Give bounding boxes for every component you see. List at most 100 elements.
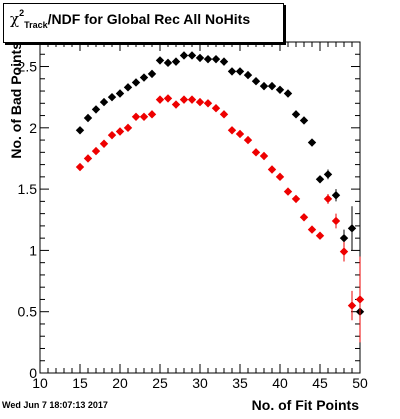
data-point — [179, 51, 189, 60]
data-point — [155, 95, 165, 104]
data-point — [291, 194, 301, 204]
data-point — [99, 97, 109, 107]
data-point — [187, 51, 197, 60]
data-point — [259, 81, 269, 91]
data-point — [75, 126, 85, 135]
data-point — [179, 95, 189, 104]
data-point — [355, 295, 365, 304]
y-tick-label: 2 — [29, 120, 37, 136]
data-point — [163, 94, 173, 103]
data-point — [323, 194, 333, 204]
data-point — [307, 225, 317, 234]
data-point — [219, 57, 229, 66]
data-point — [283, 187, 293, 196]
data-point — [83, 113, 93, 123]
data-point — [187, 95, 197, 104]
title-subscript: Track — [24, 19, 48, 30]
data-point — [171, 57, 181, 66]
data-point — [171, 100, 181, 109]
data-point — [259, 151, 269, 161]
series-0 — [75, 51, 365, 324]
data-point — [283, 89, 293, 98]
data-point — [107, 130, 117, 140]
y-tick-label: 0.5 — [18, 304, 38, 320]
data-point — [91, 146, 101, 156]
chart-title: χ2Track/NDF for Global Rec All NoHits — [10, 8, 251, 30]
x-axis-label: No. of Fit Points — [252, 397, 360, 413]
data-point — [243, 70, 253, 80]
title-symbol: χ — [10, 10, 20, 28]
data-point — [331, 191, 341, 200]
data-point — [139, 112, 149, 121]
y-tick-label: 2.5 — [18, 59, 38, 75]
x-tick-label: 40 — [272, 375, 288, 391]
data-point — [139, 73, 149, 82]
data-point — [83, 154, 93, 163]
data-point — [91, 105, 101, 114]
data-point — [307, 138, 317, 147]
data-point — [323, 170, 333, 179]
data-point — [331, 216, 341, 226]
data-layer — [75, 51, 365, 343]
data-point — [275, 172, 285, 182]
y-axis-label: No. of Bad Points — [8, 42, 24, 159]
data-point — [147, 110, 157, 119]
x-tick-label: 10 — [32, 375, 48, 391]
series-1 — [75, 94, 365, 343]
data-point — [107, 92, 117, 102]
y-tick-label: 1 — [29, 242, 37, 258]
data-point — [203, 54, 213, 64]
data-point — [339, 247, 349, 256]
data-point — [123, 83, 133, 92]
x-tick-label: 30 — [192, 375, 208, 391]
data-point — [227, 67, 237, 76]
data-point — [163, 58, 173, 68]
data-point — [299, 213, 309, 222]
data-point — [131, 112, 141, 121]
x-tick-label: 50 — [352, 375, 368, 391]
title-superscript: 2 — [19, 8, 25, 19]
x-tick-label: 45 — [312, 375, 328, 391]
data-point — [299, 116, 309, 125]
data-point — [75, 162, 85, 172]
data-point — [131, 78, 141, 87]
x-tick-label: 25 — [152, 375, 168, 391]
data-point — [251, 148, 261, 157]
data-point — [235, 67, 245, 76]
data-point — [339, 233, 349, 243]
data-point — [155, 56, 165, 65]
plot-frame — [39, 41, 361, 374]
data-point — [123, 123, 133, 133]
timestamp: Wed Jun 7 18:07:13 2017 — [2, 400, 108, 410]
data-point — [203, 99, 213, 108]
x-tick-label: 20 — [112, 375, 128, 391]
axes-layer: 10 15 20 25 30 35 40 45 50 0 0.5 1 1.5 2 2.5 — [18, 41, 368, 391]
y-tick-label: 1.5 — [18, 181, 38, 197]
data-point — [219, 110, 229, 119]
data-point — [291, 110, 301, 119]
data-point — [315, 231, 325, 240]
y-tick-label: 0 — [29, 365, 37, 381]
data-point — [147, 69, 157, 79]
data-point — [115, 127, 125, 136]
title-box: χ2Track/NDF for Global Rec All NoHits — [3, 3, 284, 43]
x-tick-label: 35 — [232, 375, 248, 391]
title-rest: /NDF for Global Rec All NoHits — [47, 11, 251, 27]
data-point — [211, 54, 221, 64]
data-point — [235, 129, 245, 139]
data-point — [267, 81, 277, 91]
data-point — [99, 139, 109, 148]
data-point — [195, 53, 205, 63]
data-point — [251, 77, 261, 86]
data-point — [243, 135, 253, 145]
data-point — [315, 175, 325, 184]
data-point — [211, 104, 221, 113]
data-point — [115, 89, 125, 98]
data-point — [347, 224, 357, 233]
data-point — [227, 126, 237, 135]
data-point — [267, 165, 277, 174]
data-point — [195, 97, 205, 107]
x-tick-label: 15 — [72, 375, 88, 391]
